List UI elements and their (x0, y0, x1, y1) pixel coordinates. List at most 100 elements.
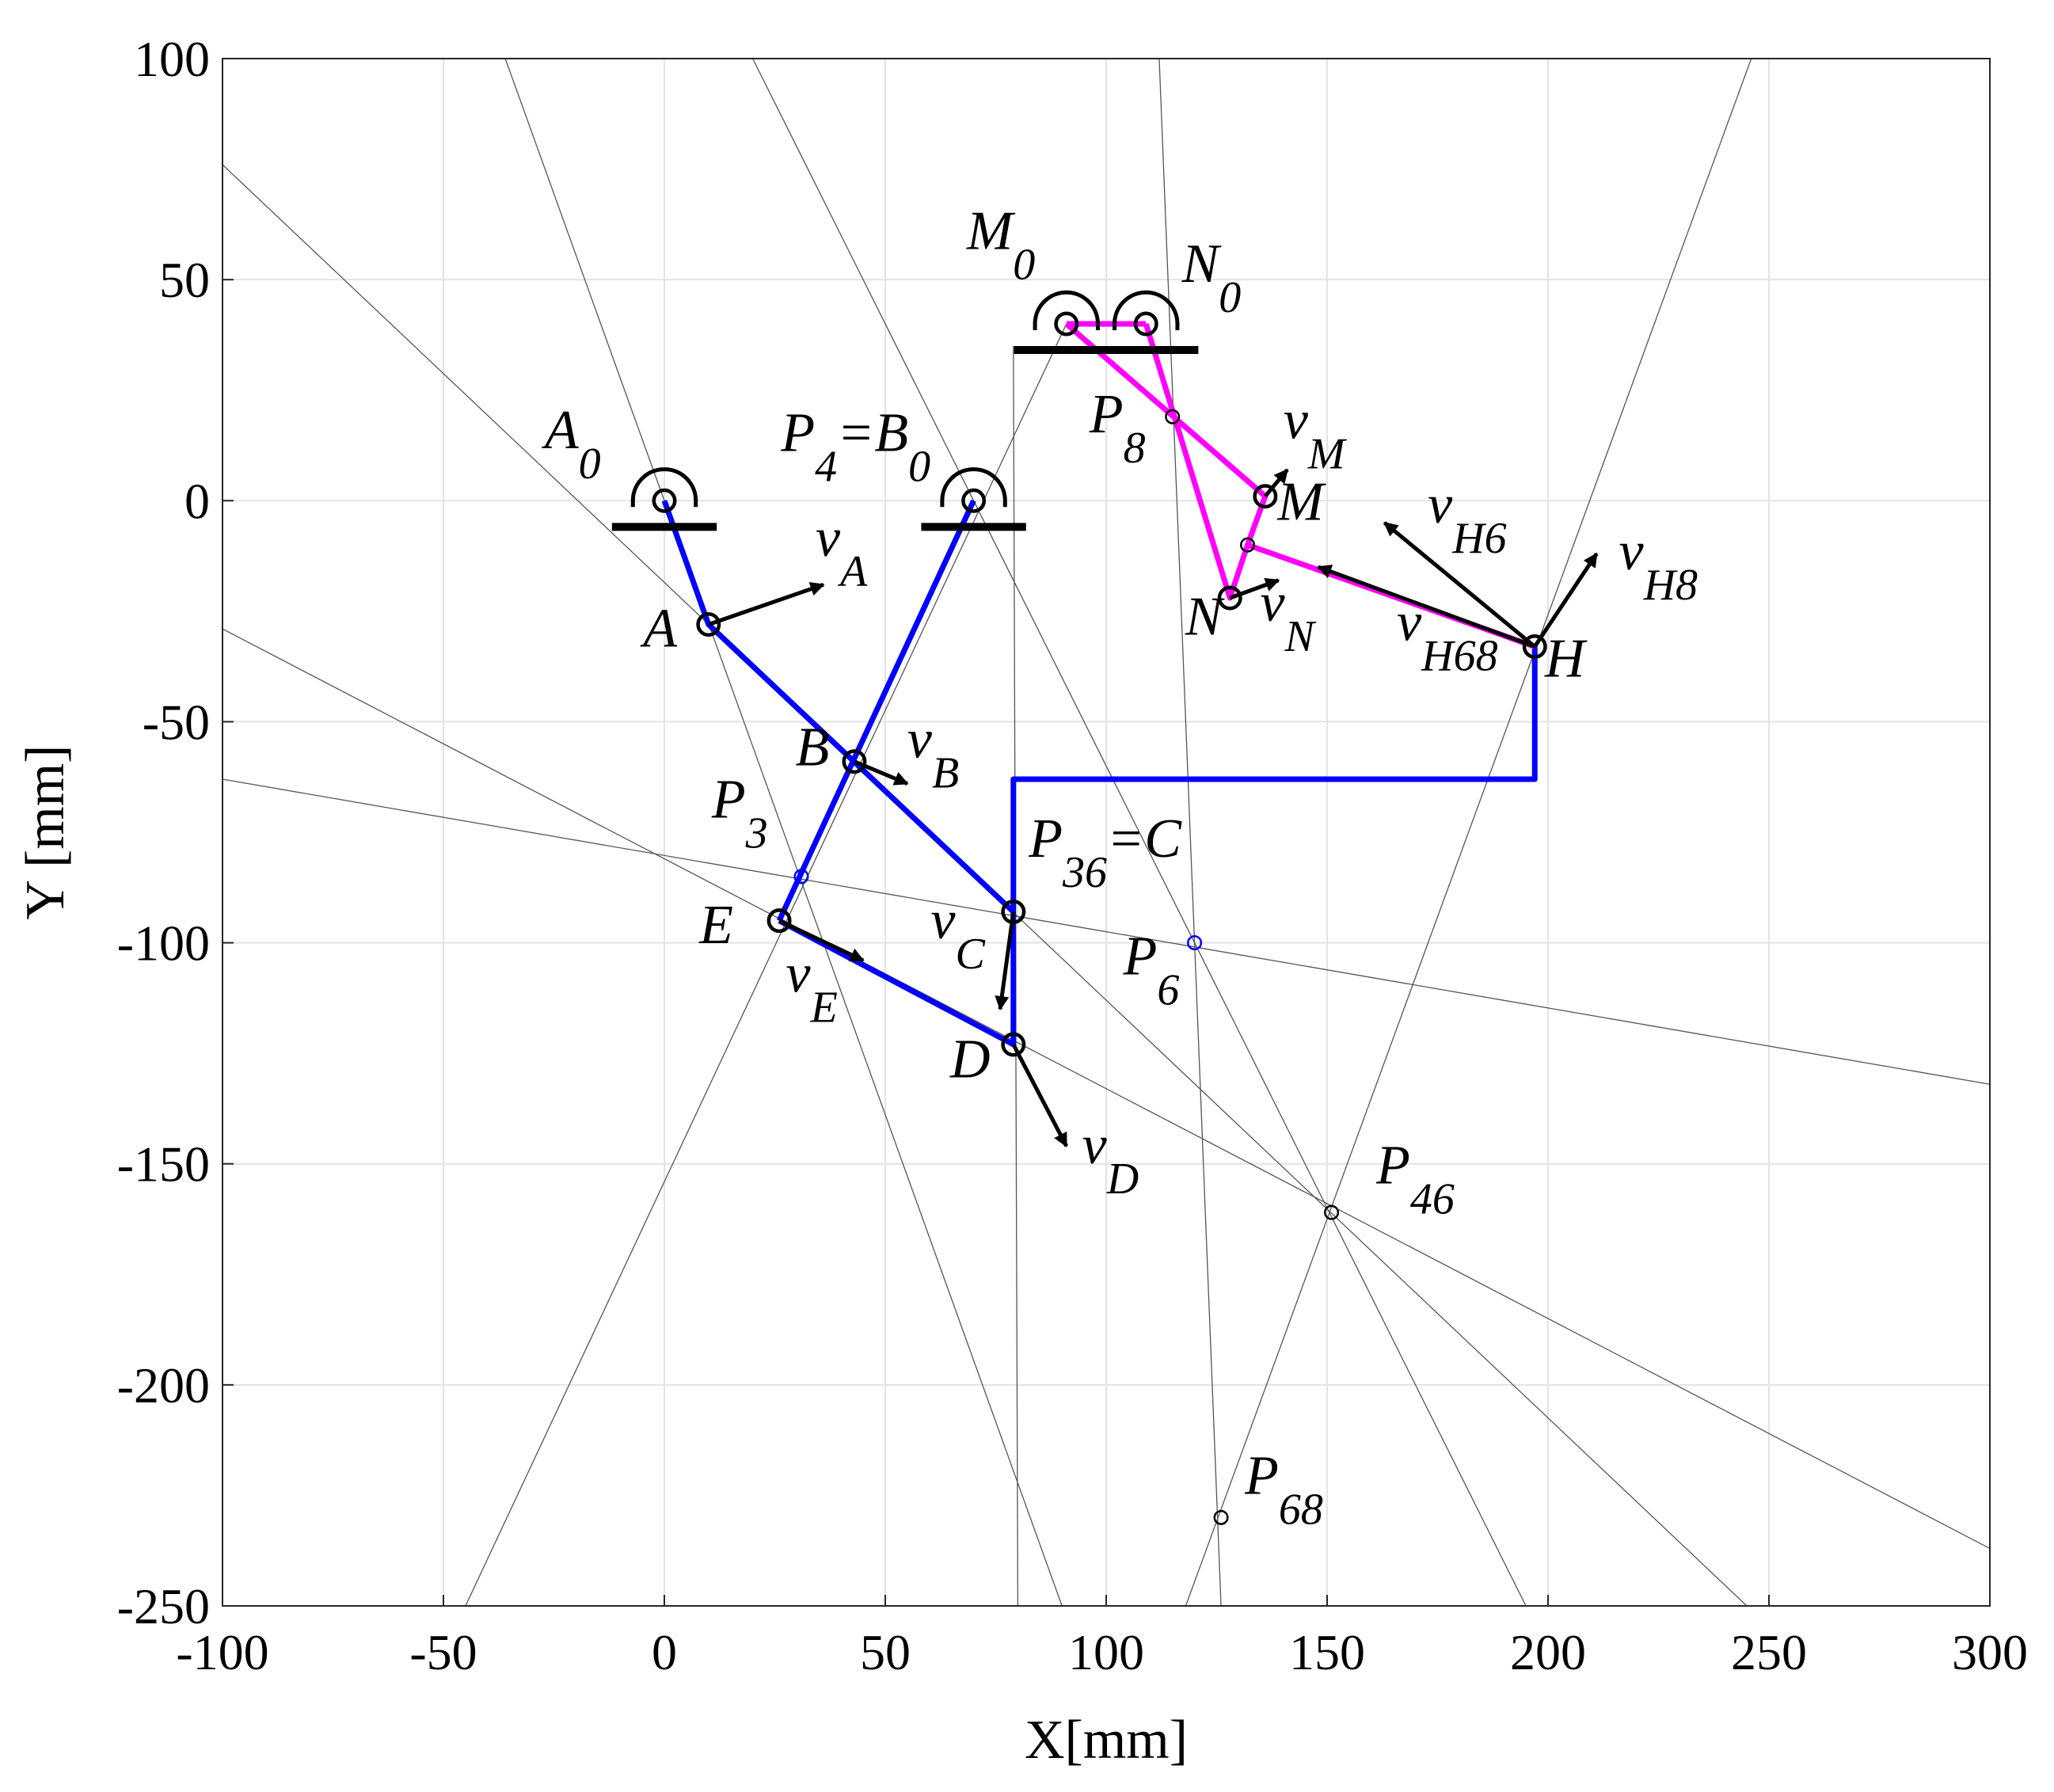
x-tick-label: -100 (176, 1624, 268, 1680)
point-label: A0 (542, 400, 601, 489)
ground-support (1113, 291, 1180, 330)
y-tick-label: 0 (184, 473, 210, 529)
point-label: vE (785, 944, 837, 1033)
label-subscript: C (955, 930, 985, 979)
label-text: v (1260, 573, 1285, 633)
point-label: D (949, 1029, 991, 1090)
joint (793, 869, 809, 885)
x-tick-label: 250 (1731, 1624, 1807, 1680)
joint (1522, 634, 1547, 660)
joint (1253, 484, 1278, 509)
y-tick-label: -100 (117, 915, 210, 972)
label-text: P (711, 769, 746, 830)
label-text: v (1619, 521, 1645, 582)
construction-line (223, 628, 1990, 1549)
point-label: vC (930, 890, 985, 979)
y-tick-label: 100 (134, 31, 210, 87)
label-subscript: H6 (1451, 514, 1506, 563)
point-label: vM (1284, 390, 1348, 479)
point-label: M0 (966, 201, 1035, 290)
plot-layer (223, 59, 1990, 1606)
velocity-arrow (778, 919, 865, 963)
velocity-arrow (1229, 577, 1280, 600)
label-subscript: 36 (1062, 848, 1107, 897)
x-axis-label: X[mm] (1025, 1710, 1188, 1771)
label-text: P (780, 402, 815, 463)
velocity-arrow (707, 582, 825, 626)
x-tick-label: 300 (1952, 1624, 2028, 1680)
construction-line (1185, 59, 1752, 1606)
label-text: N (1181, 234, 1222, 295)
label-text: P (1123, 926, 1158, 987)
point-label: P46 (1375, 1136, 1455, 1224)
label-text: v (1284, 390, 1309, 451)
velocity-arrow (853, 759, 909, 786)
construction-line (752, 59, 1527, 1606)
label-text: B (796, 717, 830, 778)
x-tick-label: 150 (1289, 1624, 1365, 1680)
construction-line (223, 778, 1990, 1085)
joint (1133, 311, 1158, 337)
joint (1217, 585, 1242, 611)
label-subscript: 4 (815, 442, 837, 491)
label-subscript: B (932, 749, 959, 798)
label-text: P (1089, 384, 1124, 445)
label-subscript: D (1106, 1155, 1139, 1204)
joint (696, 612, 721, 637)
x-tick-label: 50 (860, 1624, 911, 1680)
point-label: P8 (1089, 384, 1146, 473)
point-label: vH8 (1619, 521, 1698, 610)
plot-frame (222, 58, 1991, 1607)
point-label: M (1276, 471, 1326, 532)
point-label: vN (1260, 573, 1316, 661)
label-text: v (930, 890, 956, 951)
point-label: A (640, 599, 677, 660)
label-text: N (1185, 586, 1225, 647)
joint (766, 908, 792, 934)
label-text: P (1028, 808, 1063, 869)
label-text: D (949, 1029, 991, 1090)
ground-support (630, 467, 698, 508)
label-subscript: 0 (1013, 241, 1035, 290)
point-label: P4=B0 (780, 402, 930, 491)
joint (652, 488, 677, 513)
joint (1001, 1032, 1026, 1057)
velocity-arrow (995, 911, 1016, 1011)
point-label: P68 (1244, 1446, 1323, 1535)
point-label: N (1185, 586, 1225, 647)
label-text: H (1544, 629, 1588, 690)
label-subscript: 0 (1219, 273, 1241, 322)
joint (1324, 1204, 1340, 1220)
velocity-arrow (1533, 552, 1599, 648)
joint (1054, 311, 1079, 337)
joint (1165, 409, 1181, 424)
label-subscript: 6 (1157, 965, 1179, 1014)
label-text: M (1276, 471, 1326, 532)
x-tick-label: 200 (1510, 1624, 1586, 1680)
y-tick-label: -200 (117, 1357, 210, 1413)
ground-support (1033, 291, 1100, 330)
label-text: A (542, 400, 579, 461)
label-subscript: A (837, 547, 868, 596)
point-label: B (796, 717, 830, 778)
label-subscript: H8 (1643, 561, 1698, 610)
label-subscript: 3 (745, 808, 768, 858)
joint (1240, 537, 1256, 553)
label-text: v (816, 508, 841, 569)
link (778, 646, 1538, 1048)
label-subscript: 0 (908, 442, 930, 491)
velocity-arrow (1383, 521, 1536, 649)
point-label: vB (907, 710, 959, 798)
link (776, 499, 976, 923)
point-label: vH68 (1397, 592, 1498, 681)
label-text: v (785, 944, 811, 1005)
label-subscript: 46 (1410, 1175, 1455, 1224)
ground-support (940, 467, 1007, 508)
x-tick-label: 0 (652, 1624, 677, 1680)
label-text: M (966, 201, 1016, 262)
y-tick-label: -50 (143, 694, 210, 750)
label-text: v (907, 710, 933, 770)
x-tick-label: 100 (1068, 1624, 1144, 1680)
label-subscript: 8 (1124, 424, 1146, 473)
point-label: vD (1082, 1115, 1139, 1204)
